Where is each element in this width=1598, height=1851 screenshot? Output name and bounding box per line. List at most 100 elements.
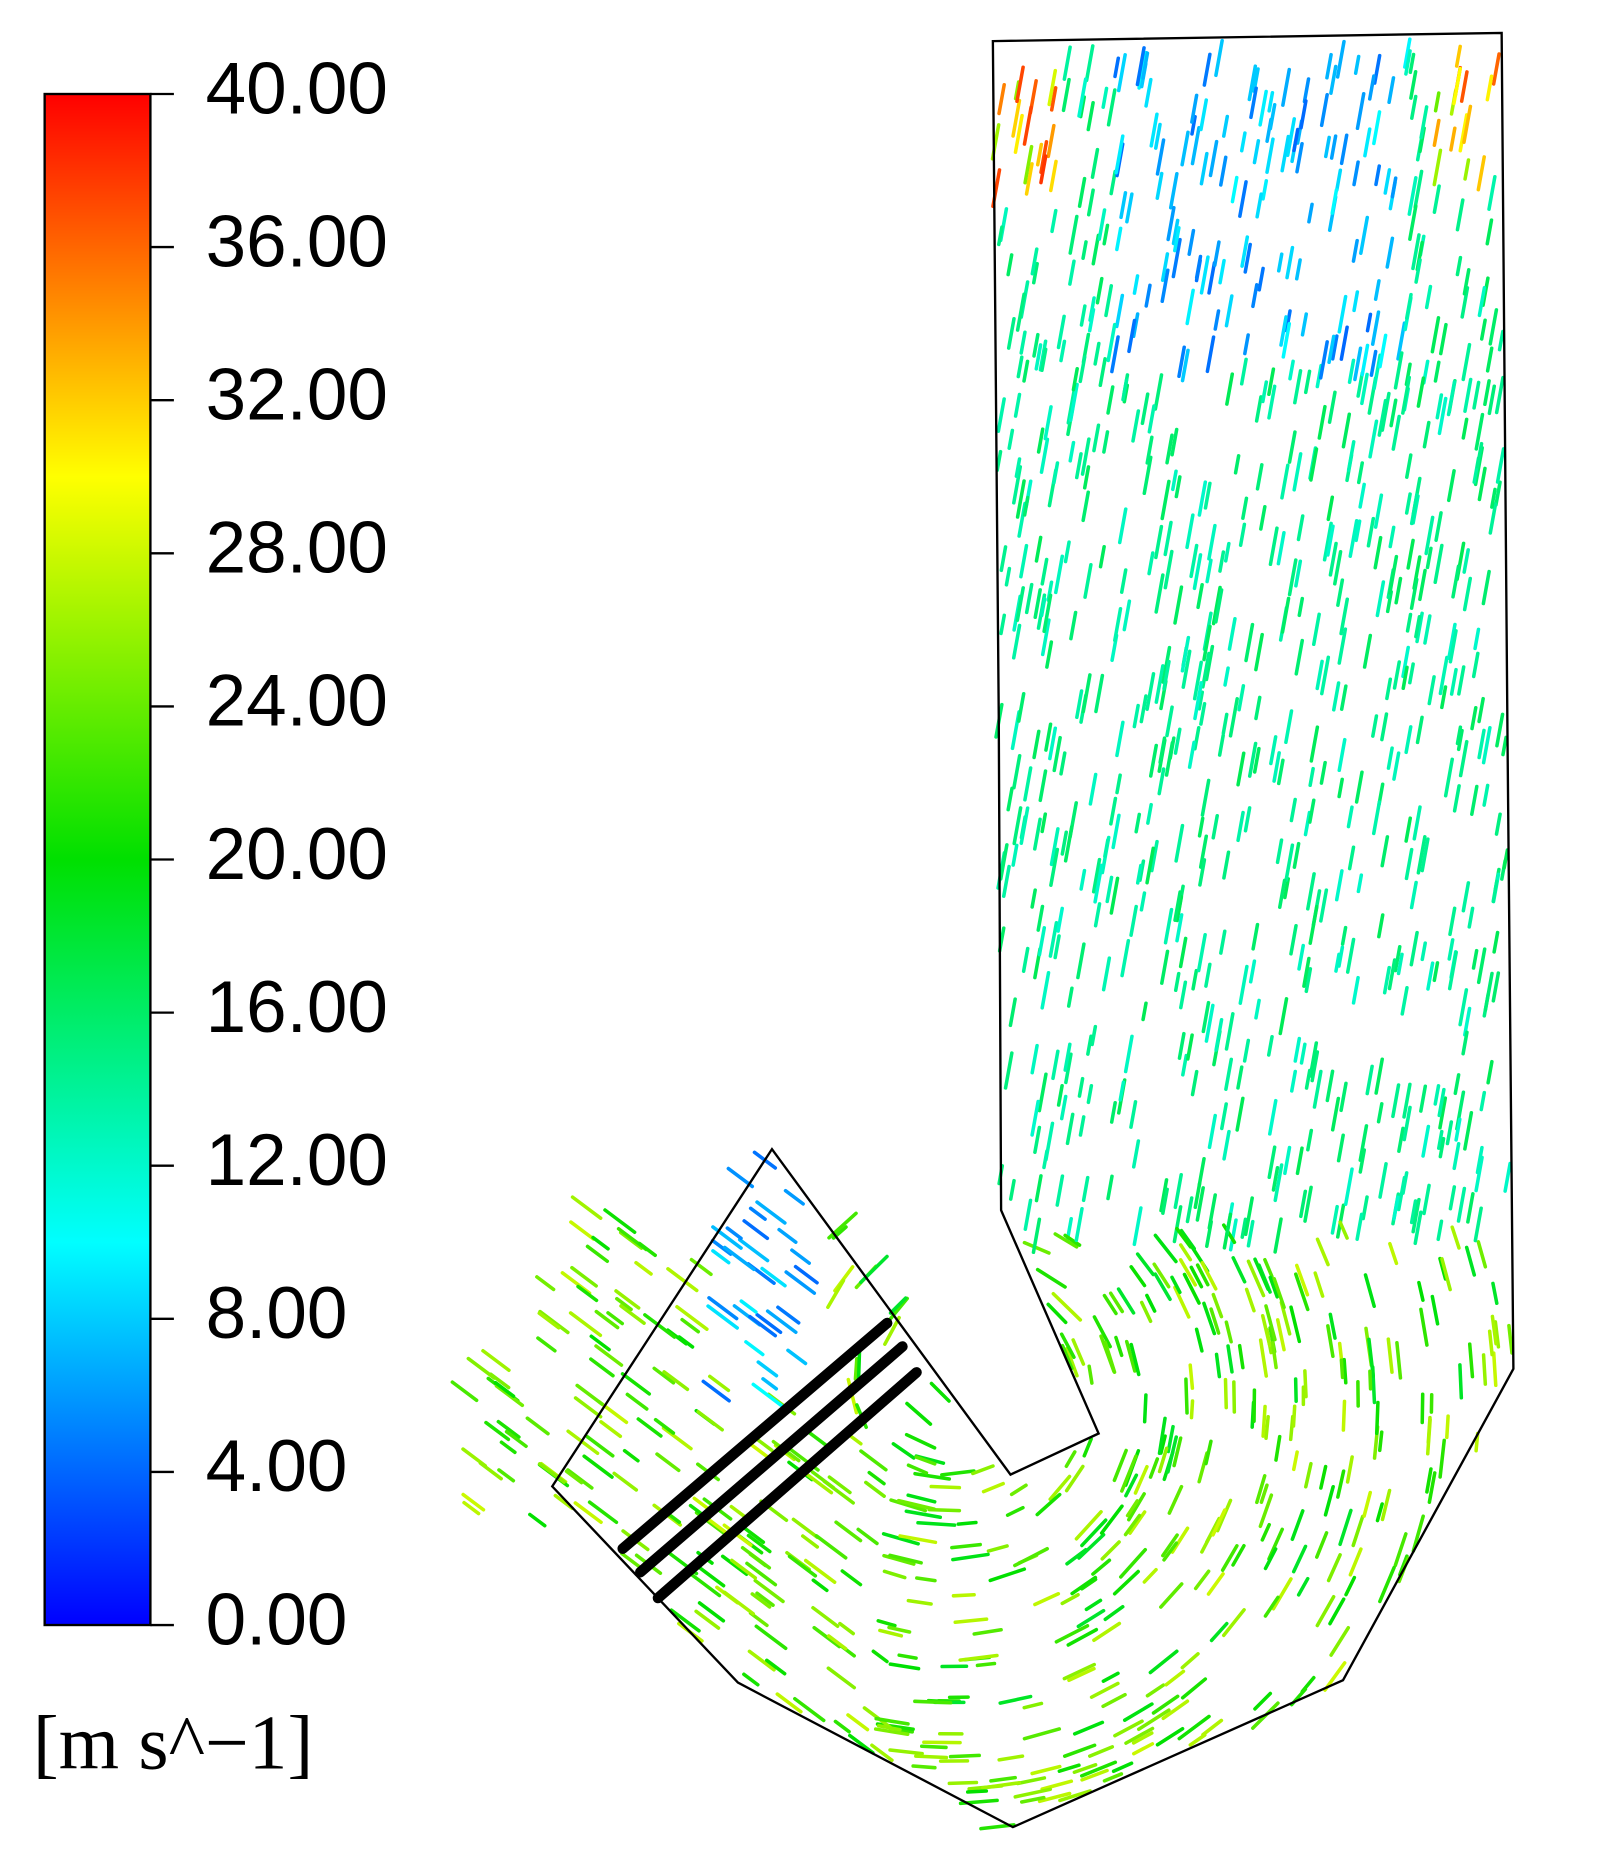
vector bbox=[1131, 1139, 1141, 1169]
vector bbox=[998, 1694, 1033, 1705]
vector bbox=[1403, 37, 1412, 69]
vector bbox=[1200, 778, 1211, 817]
vector bbox=[981, 1781, 1022, 1790]
vector bbox=[1163, 549, 1174, 590]
vector bbox=[1043, 405, 1053, 441]
vector bbox=[948, 1753, 981, 1759]
vector bbox=[1033, 588, 1042, 620]
vector bbox=[1448, 906, 1457, 937]
vector bbox=[1413, 169, 1424, 209]
vector bbox=[1173, 226, 1181, 253]
vector bbox=[1402, 1105, 1412, 1142]
vector bbox=[1290, 1509, 1305, 1542]
vector bbox=[1145, 846, 1156, 885]
vector bbox=[1462, 104, 1473, 144]
vector bbox=[1175, 1226, 1193, 1249]
vector bbox=[1258, 1338, 1269, 1378]
vector bbox=[697, 1601, 726, 1623]
vector bbox=[1477, 728, 1486, 760]
vector bbox=[1088, 1745, 1115, 1758]
vector bbox=[466, 1356, 497, 1380]
vector bbox=[1242, 1038, 1251, 1063]
vector bbox=[1329, 1626, 1351, 1657]
vector bbox=[1453, 1073, 1461, 1096]
vector bbox=[669, 1608, 701, 1633]
vector bbox=[1427, 1471, 1437, 1504]
vector bbox=[1008, 997, 1017, 1028]
vector bbox=[1209, 1621, 1229, 1643]
vector bbox=[1330, 1096, 1341, 1132]
vector bbox=[1476, 155, 1486, 192]
vector bbox=[1408, 662, 1415, 685]
vector bbox=[1420, 941, 1427, 962]
vector bbox=[1049, 86, 1058, 112]
vector bbox=[615, 1296, 633, 1312]
vector bbox=[859, 1254, 889, 1285]
vector bbox=[1119, 568, 1128, 594]
vector bbox=[1115, 720, 1125, 758]
vector bbox=[1090, 147, 1100, 179]
vector bbox=[1481, 1353, 1488, 1386]
vector bbox=[916, 1520, 957, 1527]
vector bbox=[1106, 322, 1117, 363]
vector bbox=[1019, 806, 1030, 845]
vector bbox=[826, 1278, 846, 1309]
vector bbox=[1170, 1526, 1190, 1554]
vector bbox=[1268, 526, 1279, 567]
vector bbox=[1461, 342, 1472, 382]
vector bbox=[1366, 516, 1376, 548]
vector bbox=[1105, 875, 1114, 904]
vector bbox=[1077, 176, 1087, 208]
vector bbox=[1339, 684, 1348, 711]
vector bbox=[1068, 259, 1076, 286]
vector bbox=[1040, 557, 1049, 586]
vector bbox=[1223, 666, 1230, 687]
vector bbox=[1160, 268, 1170, 304]
vector bbox=[620, 1551, 643, 1570]
vector bbox=[1244, 1287, 1256, 1313]
vector bbox=[1034, 1174, 1043, 1203]
vector bbox=[1118, 1080, 1126, 1102]
vector bbox=[1413, 1210, 1423, 1246]
vector bbox=[1064, 1052, 1073, 1085]
vector bbox=[1344, 1575, 1357, 1597]
vector bbox=[1204, 1003, 1215, 1043]
vector bbox=[1401, 375, 1411, 415]
vector bbox=[755, 1312, 783, 1335]
vector bbox=[1365, 312, 1373, 333]
tick-label: 40.00 bbox=[206, 48, 388, 129]
vector bbox=[1335, 168, 1343, 192]
vector bbox=[1483, 971, 1494, 1012]
vector bbox=[1081, 490, 1090, 523]
vector bbox=[1119, 1547, 1148, 1579]
vector bbox=[1445, 1414, 1450, 1440]
vector bbox=[790, 1248, 811, 1265]
vector bbox=[1329, 64, 1338, 95]
vector bbox=[1271, 1166, 1280, 1192]
vector bbox=[1135, 46, 1146, 87]
vector bbox=[1315, 1531, 1329, 1559]
vector bbox=[1252, 746, 1261, 774]
vector bbox=[739, 1299, 758, 1314]
vector bbox=[1165, 433, 1174, 465]
vector bbox=[1343, 1167, 1354, 1206]
vector bbox=[1345, 1455, 1354, 1484]
vector bbox=[1101, 1692, 1127, 1709]
vector bbox=[1408, 52, 1416, 75]
vector bbox=[1261, 179, 1269, 201]
vector bbox=[1226, 1344, 1234, 1374]
vector bbox=[1409, 493, 1419, 526]
vector bbox=[1278, 997, 1289, 1036]
vector bbox=[1078, 95, 1086, 119]
vector bbox=[1377, 1430, 1384, 1453]
vector bbox=[1474, 412, 1485, 451]
vector bbox=[1192, 553, 1203, 591]
vector bbox=[1185, 288, 1195, 326]
vector bbox=[742, 1672, 760, 1687]
vector bbox=[1258, 89, 1268, 127]
vector bbox=[722, 1590, 755, 1616]
vector bbox=[1470, 706, 1478, 731]
vector bbox=[1360, 343, 1370, 377]
tick-label: 4.00 bbox=[206, 1426, 348, 1507]
vector bbox=[914, 1754, 949, 1760]
